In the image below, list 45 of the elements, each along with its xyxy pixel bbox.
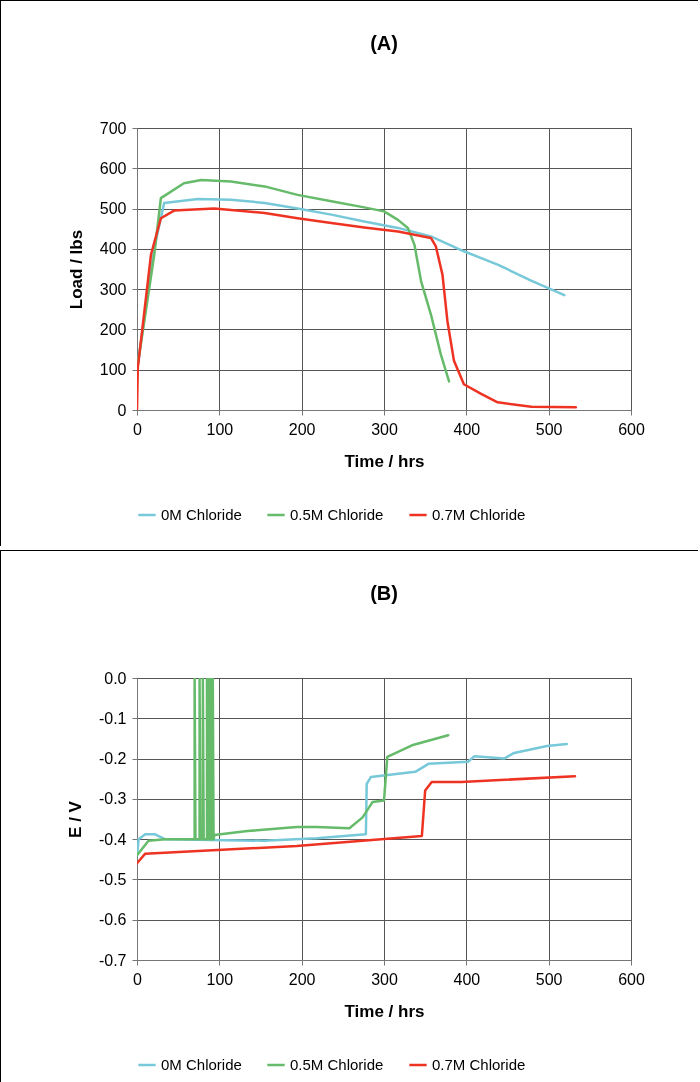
y-axis-title: E / V [65,800,85,838]
x-tick-label: 500 [535,420,563,438]
legend-label: 0.5M Chloride [290,1056,384,1073]
x-axis-title: Time / hrs [344,1001,425,1021]
y-tick-label: -0.6 [98,911,127,929]
legend-label: 0M Chloride [161,506,242,523]
x-tick-label: 0 [133,970,143,988]
y-tick-label: 400 [99,240,127,258]
legend-label: 0.7M Chloride [432,1056,526,1073]
y-tick-label: 500 [99,200,127,218]
legend-label: 0.7M Chloride [432,506,526,523]
y-tick-label: -0.7 [98,951,127,969]
line-series [137,678,450,857]
y-tick-label: -0.1 [98,709,127,727]
x-tick-label: 500 [535,970,563,988]
x-tick-label: 300 [371,970,398,988]
legend-label: 0.5M Chloride [290,506,384,523]
y-tick-label: 700 [99,119,127,137]
x-tick-label: 0 [133,420,143,438]
y-tick-label: 0 [117,401,127,419]
y-tick-label: -0.4 [98,830,127,848]
chart-title: (A) [370,32,398,54]
x-tick-label: 100 [206,970,234,988]
y-tick-label: 300 [99,280,127,298]
y-tick-label: 0.0 [104,669,127,687]
y-tick-label: -0.3 [98,790,127,808]
x-tick-label: 200 [288,970,316,988]
y-tick-label: 200 [99,320,127,338]
y-tick-label: 100 [99,361,127,379]
chart-title: (B) [370,582,398,604]
x-tick-label: 100 [206,420,234,438]
x-tick-label: 400 [453,420,481,438]
line-series [137,775,577,865]
x-tick-label: 400 [453,970,481,988]
x-axis-title: Time / hrs [344,451,425,471]
line-series [137,207,578,410]
y-tick-label: -0.2 [98,750,127,768]
x-tick-label: 600 [618,970,645,988]
x-tick-label: 600 [618,420,645,438]
y-tick-label: -0.5 [98,870,127,888]
y-axis-title: Load / lbs [66,229,86,310]
legend-label: 0M Chloride [161,1056,242,1073]
y-tick-label: 600 [99,159,127,177]
x-tick-label: 300 [371,420,398,438]
x-tick-label: 200 [288,420,316,438]
